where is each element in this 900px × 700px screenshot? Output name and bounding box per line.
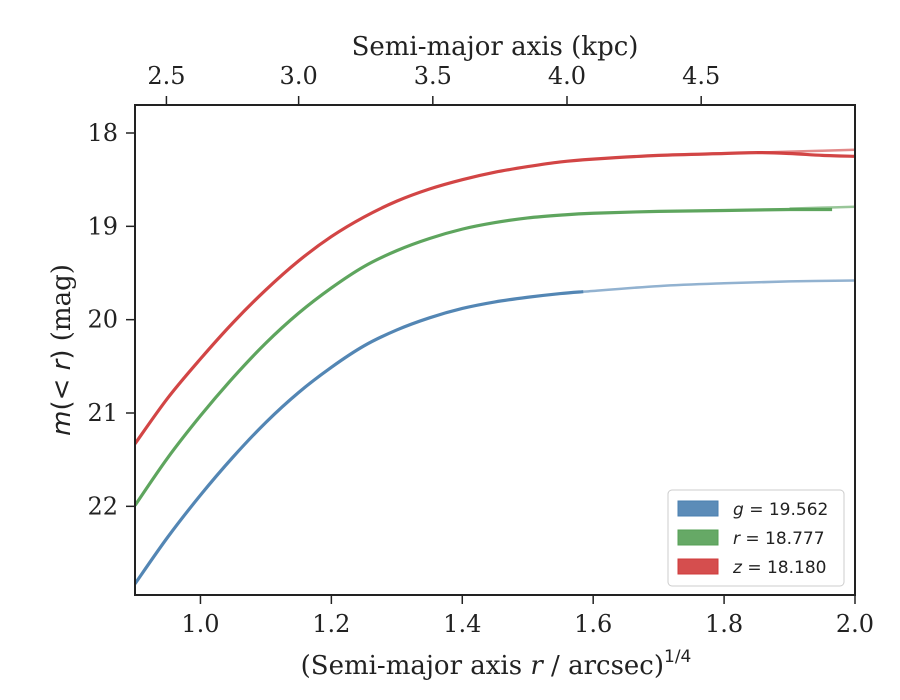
x-axis-bottom: 1.0 1.2 1.4 1.6 1.8 2.0 (181, 595, 874, 638)
x-axis-label-var: r (530, 651, 544, 681)
legend: g = 19.562 r = 18.777 z = 18.180 (667, 489, 845, 587)
y-axis-label-r: r (47, 357, 77, 370)
legend-label-r: r = 18.777 (733, 529, 825, 549)
y-axis-label-m: m (47, 411, 77, 436)
x-axis-top: 2.5 3.0 3.5 4.0 4.5 (147, 62, 720, 105)
y-axis-label: m(< r) (mag) (47, 264, 77, 436)
legend-label-g: g = 19.562 (733, 500, 828, 520)
legend-swatch-r (677, 529, 719, 546)
legend-swatch-g (677, 500, 719, 517)
y-axis-label-unit: (mag) (47, 264, 77, 349)
x-tick-label: 2.0 (836, 610, 874, 638)
legend-label-z: z = 18.180 (732, 558, 826, 578)
series-g-line (135, 290, 584, 585)
series-g-extension-line (583, 279, 855, 293)
x-tick-label: 1.8 (705, 610, 743, 638)
y-tick-label: 18 (87, 119, 118, 147)
y-tick-label: 21 (87, 399, 118, 427)
x-tick-label: 1.6 (574, 610, 612, 638)
plot-frame (134, 104, 856, 596)
y-axis-label-paren: ) (47, 349, 77, 359)
top-tick-label: 4.5 (682, 62, 720, 90)
curves (135, 148, 855, 585)
y-axis-label-mid: (< (47, 370, 77, 410)
top-axis-label: Semi-major axis (kpc) (352, 32, 639, 62)
top-tick-label: 3.5 (414, 62, 452, 90)
y-tick-label: 20 (87, 306, 118, 334)
y-tick-label: 19 (87, 212, 118, 240)
x-tick-label: 1.0 (181, 610, 219, 638)
y-axis-left: 18 19 20 21 22 (87, 119, 135, 520)
x-axis-label-prefix: (Semi-major axis (301, 651, 531, 681)
x-axis-label-suffix: / arcsec) (543, 651, 664, 681)
x-axis-label-exponent: 1/4 (664, 647, 691, 667)
top-tick-label: 3.0 (280, 62, 318, 90)
x-tick-label: 1.4 (443, 610, 481, 638)
x-tick-label: 1.2 (312, 610, 350, 638)
y-tick-label: 22 (87, 492, 118, 520)
top-tick-label: 4.0 (548, 62, 586, 90)
series-r-line (135, 207, 833, 507)
plot-area (134, 104, 856, 596)
top-tick-label: 2.5 (147, 62, 185, 90)
legend-swatch-z (677, 558, 719, 575)
series-z-line (135, 150, 855, 445)
x-axis-label: (Semi-major axis r / arcsec)1/4 (301, 647, 692, 681)
